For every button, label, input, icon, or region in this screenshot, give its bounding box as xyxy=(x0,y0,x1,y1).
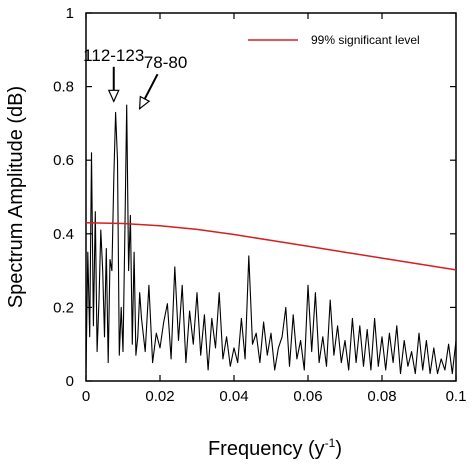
x-tick-label: 0.04 xyxy=(219,388,248,405)
y-tick-label: 1 xyxy=(66,5,74,22)
annotation-arrow-head xyxy=(107,89,120,103)
y-axis-title: Spectrum Amplitude (dB) xyxy=(5,86,27,308)
y-tick-label: 0.8 xyxy=(53,79,74,96)
significance-level-line xyxy=(85,222,457,271)
plot-frame xyxy=(85,12,457,382)
annotation-arrow-head xyxy=(138,95,151,110)
annotations: 112-123 78-80 xyxy=(83,46,187,110)
plot-area: 0 0.02 0.04 0.06 0.08 0.1 0 0.2 0.4 0.6 0.8 1 112-1… xyxy=(53,5,466,405)
x-axis-title-main: Frequency (y xyxy=(208,438,325,460)
annotation-label: 112-123 xyxy=(83,46,144,65)
x-tick-label: 0.08 xyxy=(367,388,396,405)
axis-ticks: 0 0.02 0.04 0.06 0.08 0.1 0 0.2 0.4 0.6 0.8 1 xyxy=(53,5,466,405)
spectrum-series-line xyxy=(85,104,457,375)
x-axis-title-superscript: -1 xyxy=(325,436,336,450)
x-axis-title: Frequency (y-1) xyxy=(208,436,342,460)
x-tick-label: 0.02 xyxy=(145,388,174,405)
x-axis-title-close: ) xyxy=(335,438,342,460)
y-tick-label: 0.4 xyxy=(53,226,74,243)
y-tick-label: 0 xyxy=(66,373,74,390)
x-tick-label: 0.1 xyxy=(446,388,467,405)
legend: 99% significant level xyxy=(248,33,420,47)
legend-label: 99% significant level xyxy=(311,33,420,47)
y-tick-label: 0.6 xyxy=(53,152,74,169)
annotation-label: 78-80 xyxy=(144,53,187,72)
x-tick-label: 0 xyxy=(82,388,90,405)
y-tick-label: 0.2 xyxy=(53,299,74,316)
series-layer xyxy=(85,104,457,375)
x-tick-label: 0.06 xyxy=(293,388,322,405)
